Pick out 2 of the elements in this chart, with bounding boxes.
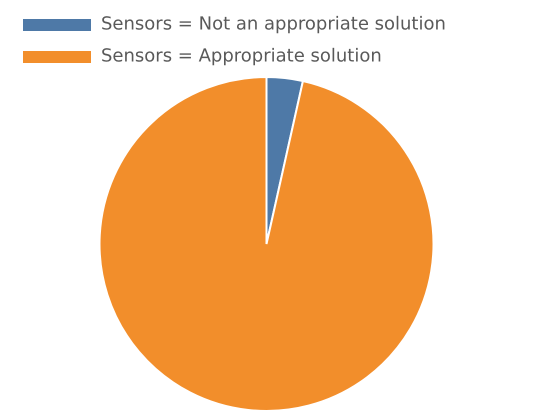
- legend-label: Sensors = Not an appropriate solution: [101, 14, 446, 35]
- legend-label: Sensors = Appropriate solution: [101, 46, 382, 67]
